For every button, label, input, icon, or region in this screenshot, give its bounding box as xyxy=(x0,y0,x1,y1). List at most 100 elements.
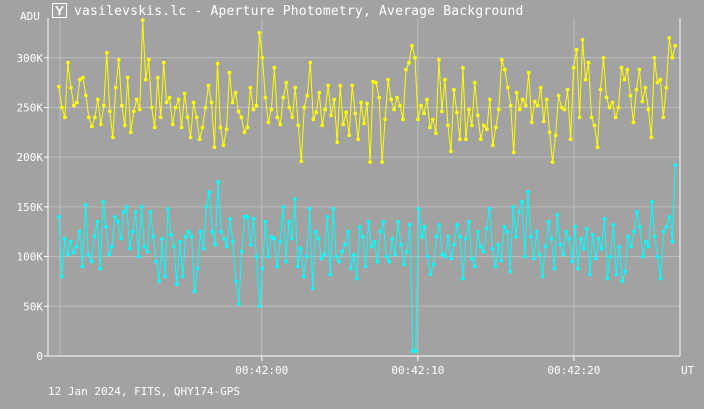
series-2-point xyxy=(467,219,471,224)
series-1-point xyxy=(386,77,390,82)
series-2-point xyxy=(65,252,70,257)
series-2-point xyxy=(584,226,589,231)
series-2-point xyxy=(110,244,114,249)
series-1-point xyxy=(215,61,220,66)
series-1-point xyxy=(404,67,408,72)
series-1-point xyxy=(84,93,88,98)
series-1-point xyxy=(511,150,516,155)
series-2-point xyxy=(410,349,415,353)
series-2-point xyxy=(236,302,241,307)
series-1-point xyxy=(646,107,651,112)
series-2-point xyxy=(667,214,672,219)
series-2-point xyxy=(322,252,327,257)
series-2-point xyxy=(148,210,153,214)
series-2-point xyxy=(275,264,280,269)
series-1-point xyxy=(314,110,319,115)
series-points xyxy=(57,18,678,353)
series-1-point xyxy=(559,105,564,110)
series-1-point xyxy=(616,105,621,110)
series-1-point xyxy=(475,113,480,118)
series-2-point xyxy=(124,205,129,209)
series-1-point xyxy=(550,160,555,165)
series-1-point xyxy=(664,85,669,90)
series-1-point xyxy=(92,115,97,120)
series-2-point xyxy=(384,254,389,259)
series-1-point xyxy=(428,125,432,130)
series-2-point xyxy=(225,244,229,249)
series-2-point xyxy=(390,236,395,241)
series-1-point xyxy=(116,57,121,62)
series-1-point xyxy=(323,107,328,112)
series-2-point xyxy=(157,279,162,284)
x-tick-label: 00:42:20 xyxy=(547,364,600,377)
series-1-point xyxy=(440,109,444,114)
series-2-point xyxy=(89,259,94,264)
series-2-point xyxy=(520,200,524,204)
series-1-point xyxy=(437,57,441,62)
series-2-point xyxy=(472,264,477,269)
series-2-point xyxy=(166,207,170,211)
series-2-point xyxy=(378,229,383,234)
series-1-point xyxy=(631,120,636,125)
series-2-point xyxy=(655,254,660,259)
series-2-point xyxy=(222,236,227,241)
series-2-point xyxy=(278,239,282,244)
series-2-point xyxy=(528,234,533,239)
series-1-point xyxy=(164,100,169,105)
series-1-point xyxy=(508,103,513,108)
series-1-point xyxy=(622,77,627,82)
series-2-point xyxy=(248,242,253,247)
series-1-point xyxy=(356,137,360,142)
series-1-point xyxy=(338,83,343,88)
series-1-point xyxy=(514,90,519,95)
series-1-point xyxy=(335,140,340,145)
series-1-point xyxy=(57,84,61,89)
series-1-point xyxy=(218,125,223,130)
series-2-point xyxy=(260,266,265,271)
series-2-point xyxy=(219,229,224,234)
app-icon[interactable] xyxy=(52,3,67,18)
series-2-point xyxy=(573,224,577,229)
series-1-point xyxy=(206,83,211,88)
series-1-point xyxy=(101,103,106,108)
series-1-point xyxy=(359,100,363,105)
series-2-point xyxy=(290,236,294,241)
y-tick-label: 150K xyxy=(17,201,44,214)
series-2-point xyxy=(60,274,64,279)
series-2-point xyxy=(101,200,106,204)
series-1-point xyxy=(200,125,205,130)
series-2-point xyxy=(163,274,168,279)
series-2-point xyxy=(537,252,542,257)
footer-info: 12 Jan 2024, FITS, QHY174-GPS xyxy=(48,385,241,398)
series-1-point xyxy=(467,107,471,112)
series-1-point xyxy=(523,103,528,108)
series-2-point xyxy=(301,274,306,279)
series-2-point xyxy=(608,254,613,259)
series-2-point xyxy=(602,216,607,221)
series-1-point xyxy=(155,75,160,80)
series-1-point xyxy=(66,60,70,65)
series-1-point xyxy=(419,103,423,108)
series-1-point xyxy=(95,97,100,102)
series-2-point xyxy=(614,272,619,277)
series-1-point xyxy=(221,143,226,148)
series-2-point xyxy=(151,234,156,239)
series-1-point xyxy=(134,97,139,102)
series-1-point xyxy=(398,103,402,108)
series-2-point xyxy=(635,210,639,214)
series-1-point xyxy=(535,103,540,108)
series-2-point xyxy=(443,254,448,259)
series-1-point xyxy=(538,85,543,90)
series-1-point xyxy=(119,103,124,108)
series-2-point xyxy=(526,190,530,194)
series-2-point xyxy=(590,232,595,237)
series-2-point xyxy=(670,239,675,244)
series-2-point xyxy=(511,205,515,209)
series-2-point xyxy=(646,244,651,249)
series-2-point xyxy=(372,239,377,244)
series-1-point xyxy=(107,109,112,114)
series-1-point xyxy=(502,67,507,72)
series-2-point xyxy=(626,234,630,239)
series-2-point xyxy=(104,224,108,229)
